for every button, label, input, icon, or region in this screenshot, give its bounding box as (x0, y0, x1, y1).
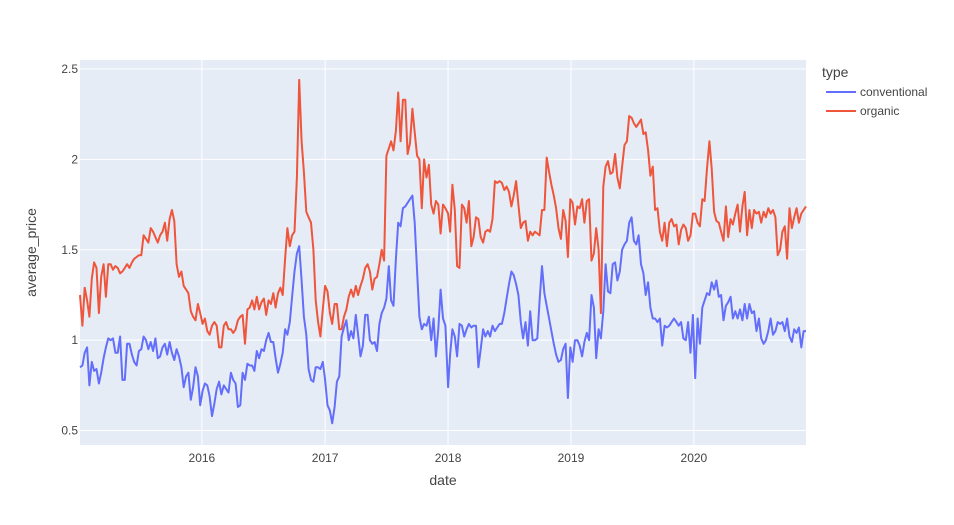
y-axis-ticks: 0.5 1 1.5 2 2.5 (61, 62, 78, 438)
y-axis-title: average_price (23, 208, 39, 297)
legend-label: organic (860, 104, 899, 118)
series-line-organic[interactable] (79, 78, 807, 349)
legend[interactable]: type conventional organic (822, 64, 927, 118)
y-tick-label: 1.5 (61, 243, 78, 257)
x-tick-label: 2017 (312, 451, 339, 465)
legend-title: type (822, 64, 849, 80)
y-tick-label: 2 (71, 152, 78, 166)
y-tick-label: 2.5 (61, 62, 78, 76)
y-tick-label: 1 (71, 333, 78, 347)
x-axis-ticks: 2016 2017 2018 2019 2020 (189, 451, 708, 465)
legend-item-organic[interactable]: organic (826, 104, 899, 118)
x-tick-label: 2020 (681, 451, 708, 465)
legend-label: conventional (860, 85, 927, 99)
plot-area (80, 60, 806, 445)
grid (80, 60, 806, 445)
x-axis-title: date (429, 472, 456, 488)
x-tick-label: 2018 (435, 451, 462, 465)
x-tick-label: 2019 (558, 451, 585, 465)
series-line-conventional[interactable] (79, 194, 806, 425)
legend-item-conventional[interactable]: conventional (826, 85, 927, 99)
x-tick-label: 2016 (189, 451, 216, 465)
series-group (79, 78, 807, 425)
y-tick-label: 0.5 (61, 424, 78, 438)
